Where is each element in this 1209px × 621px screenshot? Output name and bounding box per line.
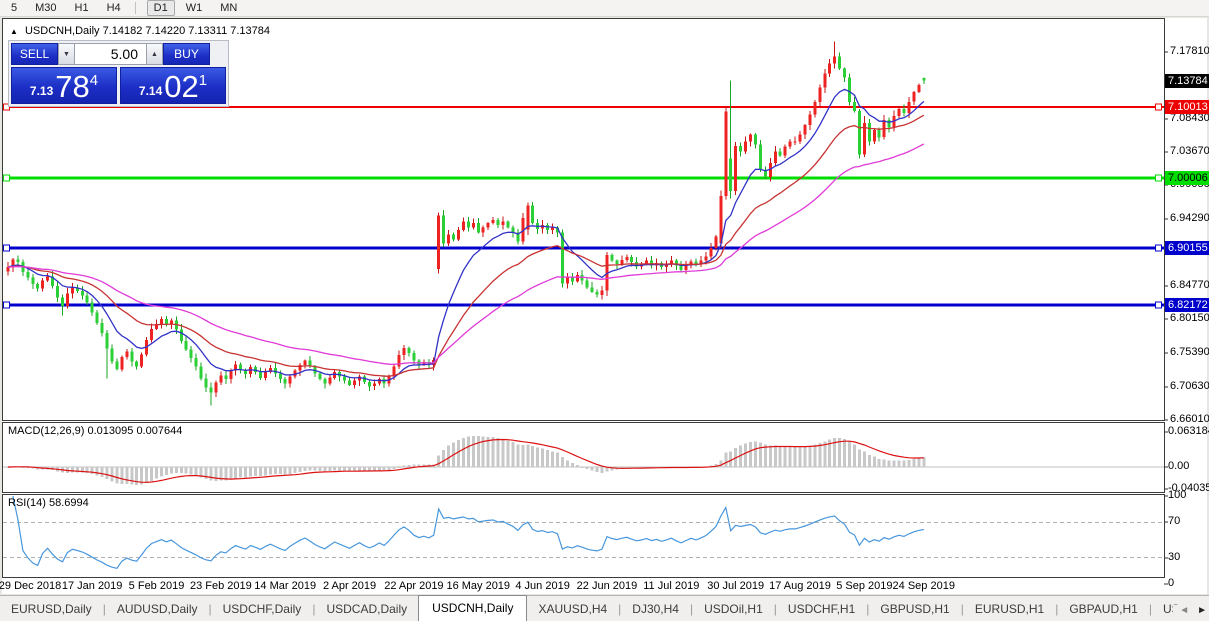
date-tick-label: 22 Jun 2019 xyxy=(576,580,638,592)
date-tick-label: 5 Feb 2019 xyxy=(128,580,185,592)
price-tick-label: 6.84770 xyxy=(1170,279,1209,291)
chart-window[interactable]: ▲ USDCNH,Daily 7.14182 7.14220 7.13311 7… xyxy=(2,18,1207,594)
price-tick-label: 7.03670 xyxy=(1170,145,1209,157)
chart-tab-usdoil-h1[interactable]: USDOil,H1 xyxy=(704,602,763,616)
price-tick-label: 6.80150 xyxy=(1170,312,1209,324)
chevron-down-icon: ▼ xyxy=(63,50,70,58)
date-tick-label: 11 Jul 2019 xyxy=(643,580,700,592)
chart-tab-eurusd-h1[interactable]: EURUSD,H1 xyxy=(974,602,1045,616)
price-tick-label: 6.75390 xyxy=(1170,346,1209,358)
tf-m30[interactable]: M30 xyxy=(35,2,57,14)
tf-h1[interactable]: H1 xyxy=(74,2,89,14)
tabs-scroll-left-button[interactable]: ◄ xyxy=(1179,605,1190,616)
macd-main-value: 0.013095 xyxy=(87,425,134,437)
macd-tick-label: -0.040355 xyxy=(1168,482,1209,494)
date-tick-label: 22 Apr 2019 xyxy=(384,580,444,592)
tf-d1[interactable]: D1 xyxy=(146,0,175,16)
price-tick-label: 6.70630 xyxy=(1170,380,1209,392)
sell-price-big: 78 xyxy=(55,69,90,104)
date-tick-label: 5 Sep 2019 xyxy=(836,580,893,592)
chart-tab-audusd-daily[interactable]: AUDUSD,Daily xyxy=(116,602,198,616)
tab-scroll-buttons: ◄ ► xyxy=(1173,605,1207,616)
chart-symbol: USDCNH,Daily xyxy=(24,25,100,37)
sell-button[interactable]: SELL xyxy=(11,43,58,65)
date-tick-label: 4 Jun 2019 xyxy=(515,580,570,592)
volume-input[interactable] xyxy=(75,43,146,65)
tab-separator: | xyxy=(689,602,694,616)
price-tick-label: 6.66010 xyxy=(1170,413,1209,425)
tab-separator: | xyxy=(1055,602,1059,616)
chart-tab-usdchf-h1[interactable]: USDCHF,H1 xyxy=(787,602,856,616)
rsi-tick-label: 0 xyxy=(1168,577,1175,589)
level-price-badge: 6.82172 xyxy=(1165,298,1209,312)
rsi-tick-label: 30 xyxy=(1168,551,1181,563)
rsi-tick-label: 70 xyxy=(1168,515,1181,527)
chart-tab-gbpusd-h1[interactable]: GBPUSD,H1 xyxy=(880,602,950,616)
tf-h4[interactable]: H4 xyxy=(106,2,121,14)
level-price-badge: 7.10013 xyxy=(1165,100,1209,114)
toolbar-separator xyxy=(134,2,136,14)
sell-price-display[interactable]: 7.13 78 4 xyxy=(11,67,117,104)
chart-tab-gbpaud-h1[interactable]: GBPAUD,H1 xyxy=(1069,602,1138,616)
tab-separator: | xyxy=(1148,602,1152,616)
tf-m5[interactable]: 5 xyxy=(11,2,18,14)
tab-separator: | xyxy=(208,602,212,616)
date-tick-label: 17 Jan 2019 xyxy=(61,580,123,592)
rsi-indicator-label: RSI(14) 58.6994 xyxy=(8,497,89,509)
chevron-up-icon: ▲ xyxy=(151,50,158,58)
date-tick-label: 23 Feb 2019 xyxy=(189,580,252,592)
chart-tab-dj30-h4[interactable]: DJ30,H4 xyxy=(632,602,679,616)
macd-tick-label: 0.063184 xyxy=(1168,425,1209,437)
date-tick-label: 16 May 2019 xyxy=(446,580,511,592)
tab-separator: | xyxy=(618,602,622,616)
bid-price-badge: 7.13784 xyxy=(1165,74,1209,88)
volume-increase-button[interactable]: ▲ xyxy=(146,43,163,65)
sell-price-pip: 4 xyxy=(89,72,99,89)
buy-price-prefix: 7.14 xyxy=(138,84,163,98)
collapse-trade-panel-icon[interactable]: ▲ xyxy=(10,27,18,36)
rsi-tick-label: 100 xyxy=(1168,489,1187,501)
price-tick-label: 7.08430 xyxy=(1170,112,1209,124)
tab-separator: | xyxy=(866,602,870,616)
level-price-badge: 6.90155 xyxy=(1165,241,1209,255)
chart-title: ▲ USDCNH,Daily 7.14182 7.14220 7.13311 7… xyxy=(10,25,270,37)
price-tick-label: 6.94290 xyxy=(1170,212,1209,224)
price-tick-label: 7.17810 xyxy=(1170,45,1209,57)
buy-price-pip: 1 xyxy=(198,72,208,89)
macd-tick-label: 0.00 xyxy=(1168,460,1190,472)
date-tick-label: 2 Apr 2019 xyxy=(322,580,377,592)
chart-tab-usdcnh-daily[interactable]: USDCNH,Daily xyxy=(418,595,528,621)
tabs-scroll-right-button[interactable]: ► xyxy=(1197,605,1207,616)
tab-separator: | xyxy=(312,602,316,616)
tf-mn[interactable]: MN xyxy=(220,2,238,14)
volume-decrease-button[interactable]: ▼ xyxy=(58,43,75,65)
macd-signal-value: 0.007644 xyxy=(136,425,183,437)
buy-button[interactable]: BUY xyxy=(163,43,210,65)
chart-tab-usdcad-daily[interactable]: USDCAD,Daily xyxy=(326,602,408,616)
chart-tab-xauusd-h4[interactable]: XAUUSD,H4 xyxy=(538,602,608,616)
buy-price-big: 02 xyxy=(164,69,199,104)
date-tick-label: 30 Jul 2019 xyxy=(707,580,765,592)
chart-tab-bar: EURUSD,Daily | AUDUSD,Daily | USDCHF,Daily | U… xyxy=(0,595,1209,621)
level-price-badge: 7.00006 xyxy=(1165,171,1209,185)
date-tick-label: 24 Sep 2019 xyxy=(892,580,955,592)
timeframe-toolbar: 5 M30 H1 H4 D1 W1 MN xyxy=(0,0,1209,17)
macd-indicator-label: MACD(12,26,9) 0.013095 0.007644 xyxy=(8,425,183,437)
date-tick-label: 17 Aug 2019 xyxy=(769,580,831,592)
tab-separator: | xyxy=(960,602,964,616)
chart-tab-usdchf-daily[interactable]: USDCHF,Daily xyxy=(222,602,302,616)
buy-price-display[interactable]: 7.14 02 1 xyxy=(120,67,226,104)
date-tick-label: 14 Mar 2019 xyxy=(254,580,317,592)
tf-w1[interactable]: W1 xyxy=(185,2,203,14)
tab-separator: | xyxy=(773,602,777,616)
date-tick-label: 29 Dec 2018 xyxy=(0,580,62,592)
tab-separator: | xyxy=(102,602,106,616)
sell-price-prefix: 7.13 xyxy=(29,84,54,98)
chart-ohlc: 7.14182 7.14220 7.13311 7.13784 xyxy=(102,25,271,37)
chart-tab-eurusd-daily[interactable]: EURUSD,Daily xyxy=(11,602,92,616)
rsi-value: 58.6994 xyxy=(48,497,89,509)
